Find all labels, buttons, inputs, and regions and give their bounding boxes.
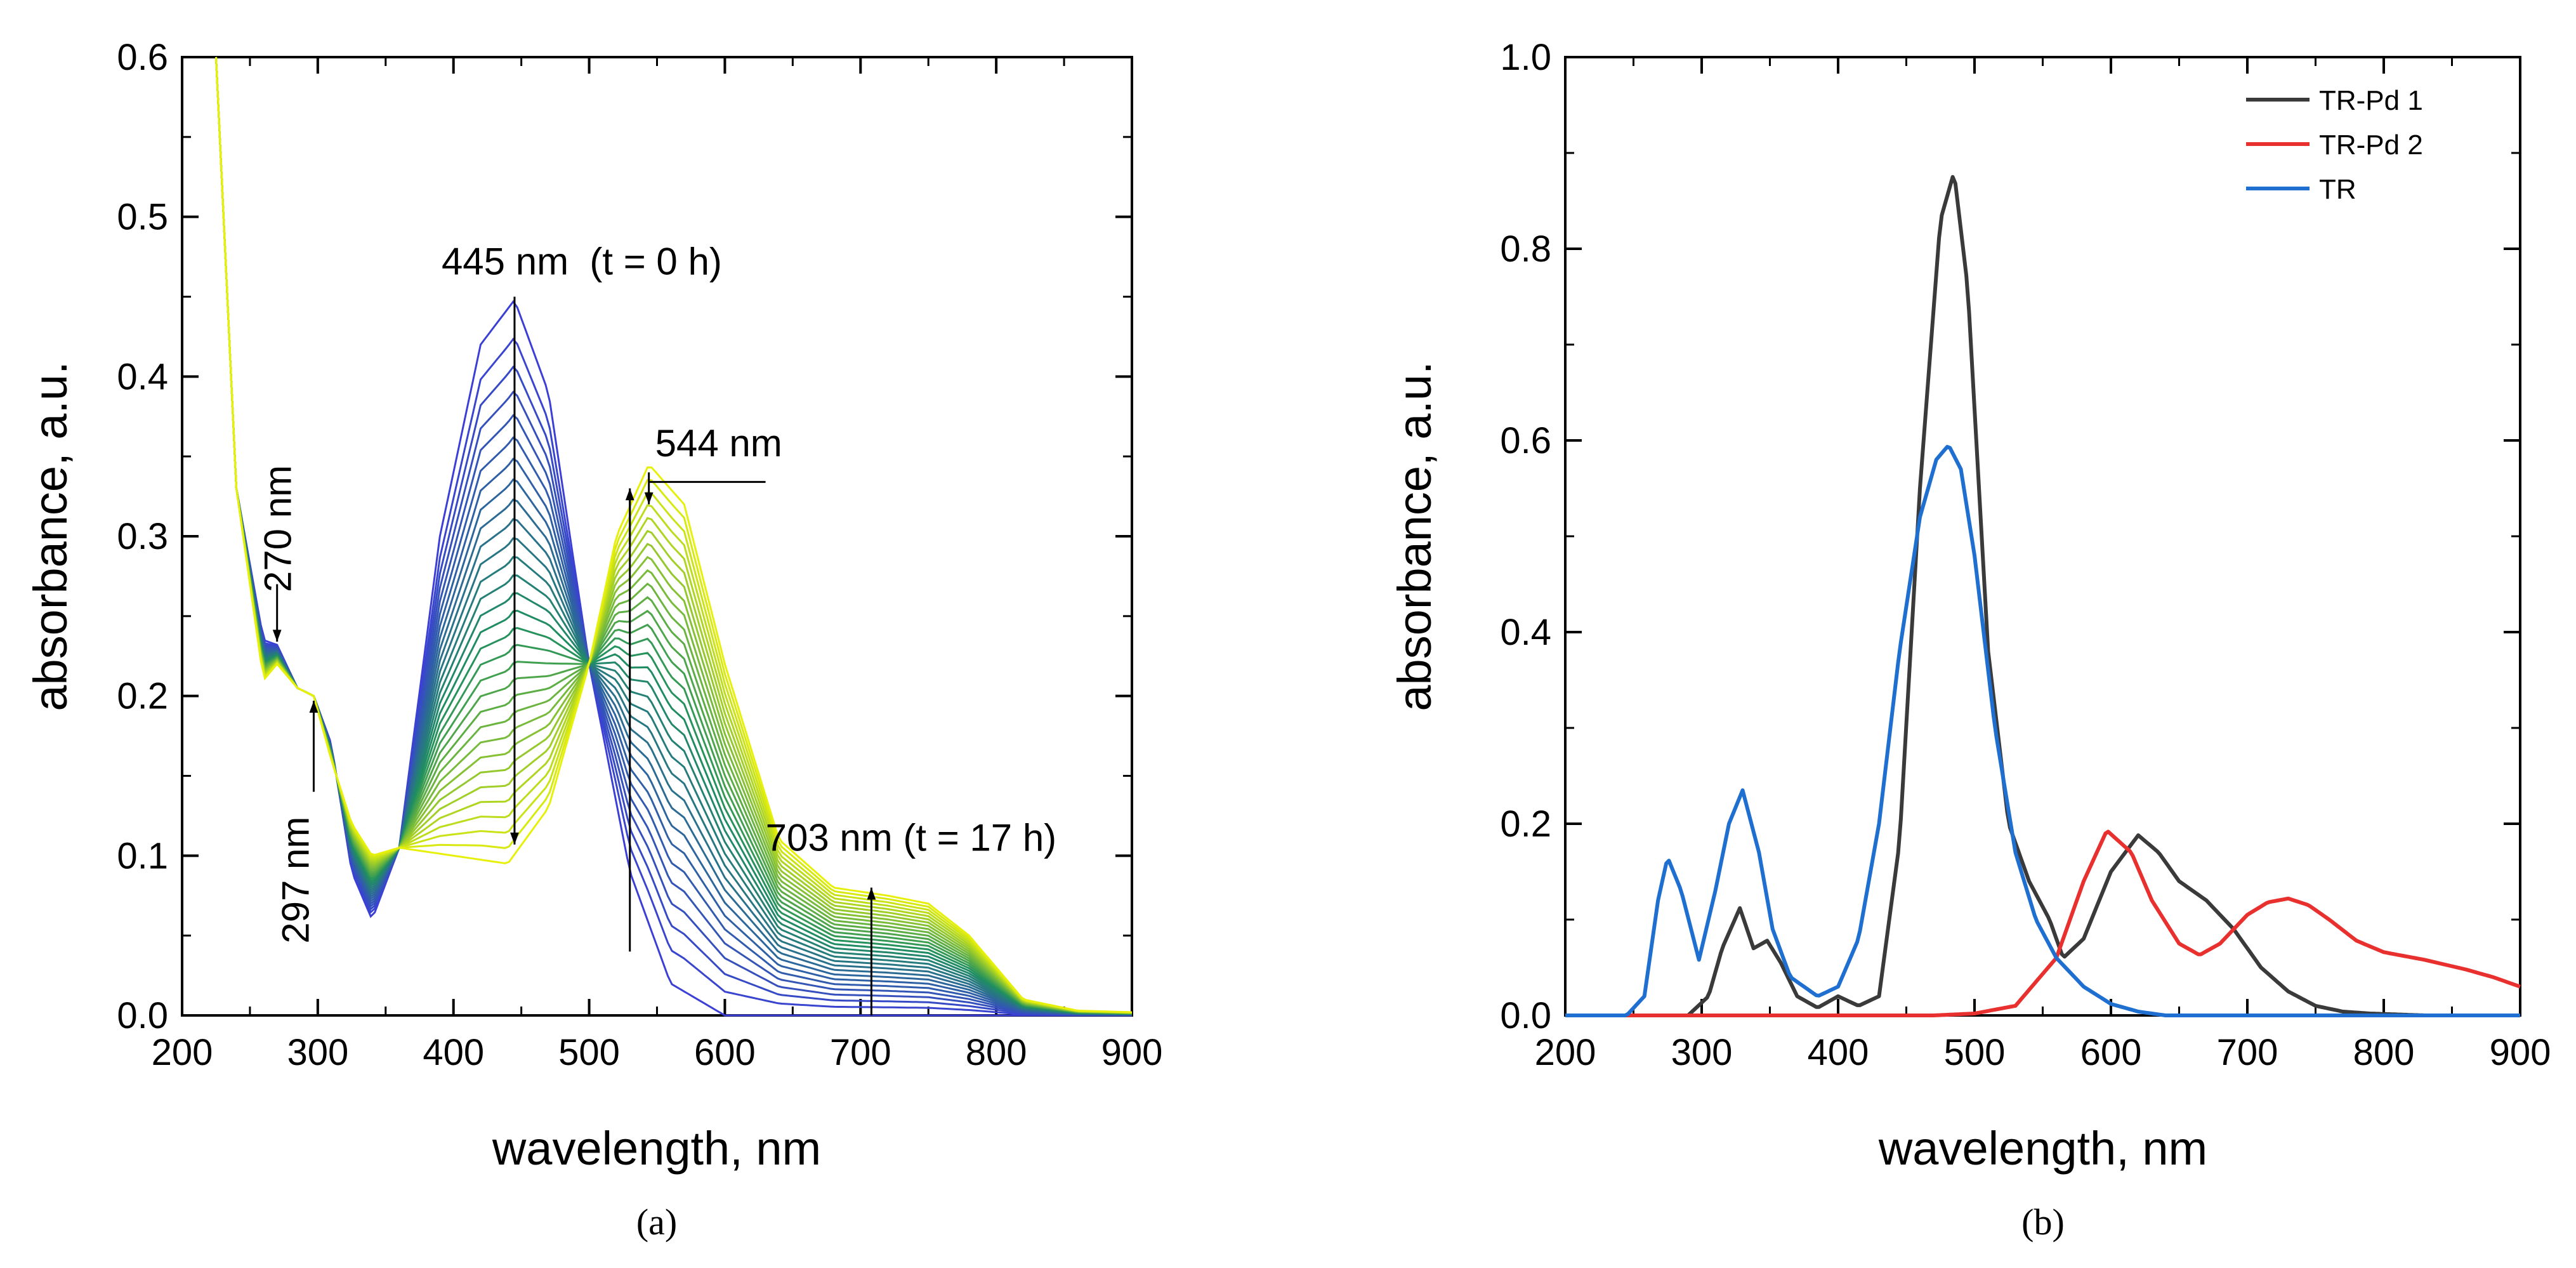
y-axis-label-a: absorbance, a.u. <box>24 361 77 711</box>
y-tick-label: 0.5 <box>117 197 168 238</box>
arrow-530-up-head <box>625 488 634 501</box>
arrow-297-head <box>309 701 319 713</box>
y-tick-label: 0.8 <box>1500 228 1551 270</box>
arrow-445-head <box>510 832 519 845</box>
plot-frame-b <box>1564 56 2521 1017</box>
x-tick-label: 500 <box>558 1032 620 1073</box>
series-group-b <box>1565 175 2521 1017</box>
spectrum-line <box>215 56 1133 1015</box>
y-tick-label: 0.6 <box>1500 420 1551 461</box>
legend-label-2: TR <box>2319 174 2356 205</box>
annotations-a: 445 nm (t = 0 h) 544 nm 703 nm (t = 17 h) 2… <box>257 240 1056 1015</box>
x-tick-label: 500 <box>1944 1032 2006 1073</box>
chart-panel-b: 200 300 400 500 600 700 800 900 0.0 0.2 0.4 0.6 0.8 1… <box>1388 37 2551 1243</box>
annotation-703: 703 nm (t = 17 h) <box>766 816 1057 859</box>
arrow-544-head <box>644 492 654 505</box>
x-axis-label-b: wavelength, nm <box>1878 1122 2207 1175</box>
axis-ticks-a: 200 300 400 500 600 700 800 900 0.0 0.1 0.2 0.3 0.4 0… <box>117 37 1162 1073</box>
y-tick-label: 0.2 <box>117 676 168 717</box>
x-tick-label: 400 <box>423 1032 484 1073</box>
chart-panel-a: 200 300 400 500 600 700 800 900 0.0 0.1 0.2 0.3 0.4 0… <box>24 37 1162 1243</box>
x-tick-label: 600 <box>694 1032 756 1073</box>
panel-caption-b: (b) <box>2021 1201 2065 1243</box>
series-line-tr <box>1565 445 2520 1017</box>
spectrum-line <box>215 56 1133 1016</box>
x-tick-label: 900 <box>2490 1032 2551 1073</box>
y-tick-label: 0.6 <box>117 37 168 78</box>
legend-label-0: TR-Pd 1 <box>2319 85 2423 116</box>
spectrum-line <box>215 56 1133 1016</box>
y-tick-label: 0.0 <box>117 995 168 1036</box>
x-axis-label-a: wavelength, nm <box>492 1122 821 1175</box>
x-tick-label: 800 <box>2353 1032 2415 1073</box>
y-tick-label: 0.2 <box>1500 803 1551 845</box>
y-axis-label-b: absorbance, a.u. <box>1388 361 1441 711</box>
series-line-tr-pd-1 <box>1565 175 2520 1017</box>
y-tick-label: 0.3 <box>117 516 168 557</box>
y-tick-label: 1.0 <box>1500 37 1551 78</box>
annotation-297: 297 nm <box>274 817 317 944</box>
y-tick-label: 0.1 <box>117 835 168 876</box>
x-tick-label: 200 <box>152 1032 213 1073</box>
y-tick-label: 0.0 <box>1500 995 1551 1036</box>
annotation-270: 270 nm <box>257 465 299 592</box>
spectrum-line <box>215 56 1133 1016</box>
spectrum-line <box>215 56 1133 1014</box>
x-tick-label: 400 <box>1808 1032 1869 1073</box>
series-group-a <box>215 56 1133 1017</box>
x-tick-label: 700 <box>2217 1032 2278 1073</box>
panel-caption-a: (a) <box>636 1201 677 1243</box>
x-tick-label: 200 <box>1535 1032 1596 1073</box>
series-line-tr-pd-2 <box>1565 829 2521 1017</box>
x-tick-label: 300 <box>287 1032 348 1073</box>
y-tick-label: 0.4 <box>1500 612 1551 653</box>
legend-label-1: TR-Pd 2 <box>2319 129 2423 161</box>
x-tick-label: 300 <box>1671 1032 1733 1073</box>
axis-ticks-b: 200 300 400 500 600 700 800 900 0.0 0.2 0.4 0.6 0.8 1… <box>1500 37 2551 1073</box>
spectrum-line <box>215 56 1133 1017</box>
x-tick-label: 600 <box>2080 1032 2142 1073</box>
arrow-703-head <box>867 887 876 900</box>
annotation-445: 445 nm (t = 0 h) <box>442 240 722 282</box>
x-tick-label: 800 <box>966 1032 1027 1073</box>
arrow-270-head <box>272 630 282 642</box>
spectrum-line <box>215 56 1132 1016</box>
x-tick-label: 900 <box>1101 1032 1163 1073</box>
spectrum-line <box>215 56 1133 1016</box>
spectrum-line <box>215 56 1132 1017</box>
spectrum-line <box>215 56 1133 1015</box>
y-tick-label: 0.4 <box>117 356 168 397</box>
x-tick-label: 700 <box>830 1032 891 1073</box>
annotation-544: 544 nm <box>655 422 782 465</box>
legend-b: TR-Pd 1 TR-Pd 2 TR <box>2246 85 2423 205</box>
